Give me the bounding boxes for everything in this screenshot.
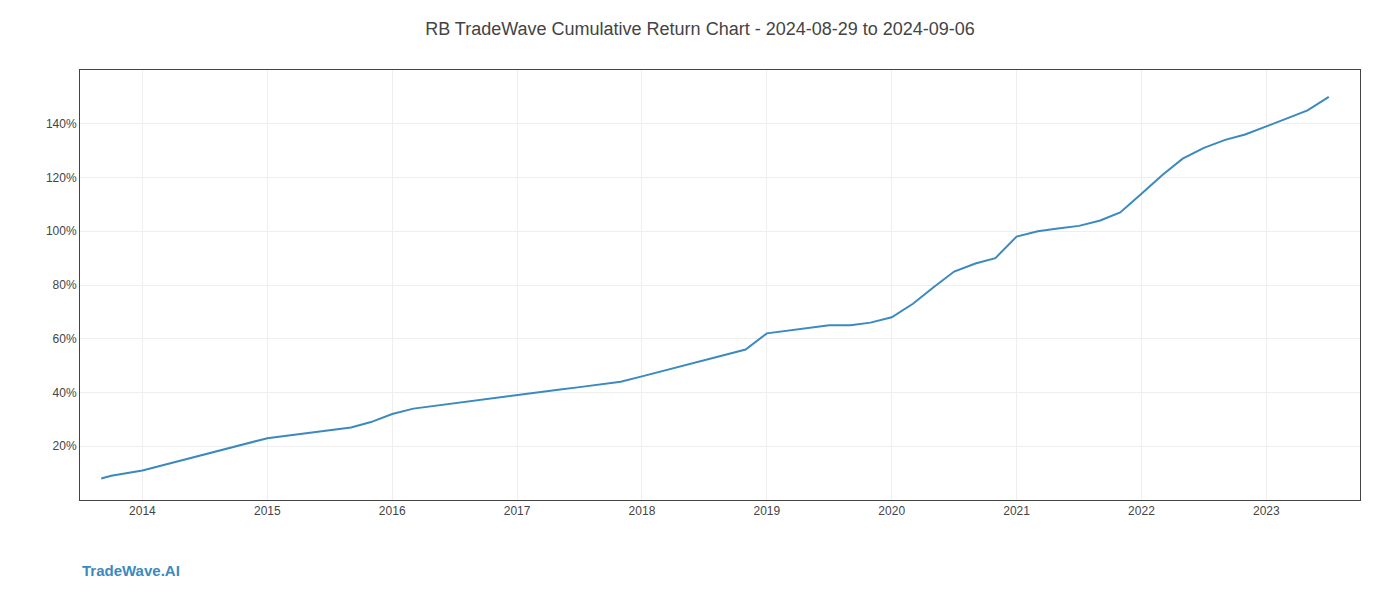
svg-text:100%: 100% [46,224,77,238]
svg-text:2018: 2018 [629,504,656,518]
svg-text:2019: 2019 [753,504,780,518]
svg-text:20%: 20% [53,439,77,453]
svg-text:2017: 2017 [504,504,531,518]
svg-text:60%: 60% [53,332,77,346]
svg-text:2022: 2022 [1128,504,1155,518]
svg-text:140%: 140% [46,117,77,131]
svg-text:2020: 2020 [878,504,905,518]
svg-text:TradeWave.AI: TradeWave.AI [82,562,180,579]
svg-text:2014: 2014 [129,504,156,518]
svg-text:2021: 2021 [1003,504,1030,518]
svg-text:2023: 2023 [1253,504,1280,518]
svg-text:120%: 120% [46,171,77,185]
svg-text:80%: 80% [53,278,77,292]
svg-text:2015: 2015 [254,504,281,518]
svg-text:40%: 40% [53,386,77,400]
svg-text:RB TradeWave Cumulative Return: RB TradeWave Cumulative Return Chart - 2… [425,19,975,39]
svg-text:2016: 2016 [379,504,406,518]
